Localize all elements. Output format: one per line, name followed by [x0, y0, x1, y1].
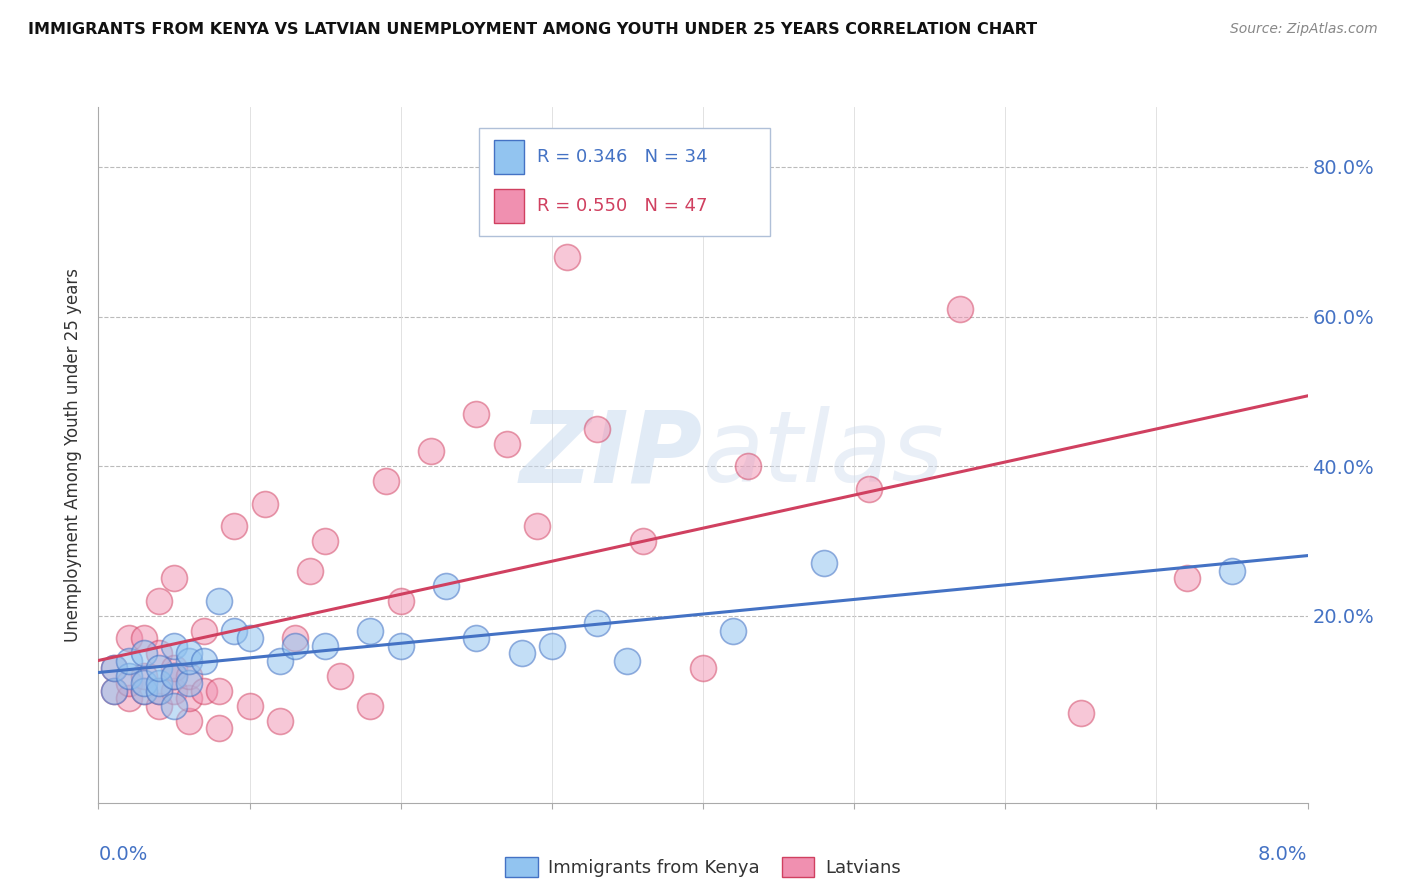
- Point: [132, 631, 155, 645]
- Point: [239, 698, 262, 713]
- Point: [541, 639, 564, 653]
- Point: [224, 519, 246, 533]
- Point: [314, 639, 336, 653]
- Point: [118, 676, 141, 690]
- Point: [631, 533, 654, 548]
- Point: [132, 646, 155, 660]
- Point: [949, 301, 972, 316]
- Text: R = 0.550   N = 47: R = 0.550 N = 47: [537, 197, 707, 215]
- Point: [118, 691, 141, 706]
- Text: atlas: atlas: [703, 407, 945, 503]
- Point: [179, 668, 201, 682]
- Point: [299, 564, 322, 578]
- Point: [360, 624, 382, 638]
- Point: [284, 639, 307, 653]
- Point: [163, 639, 186, 653]
- Point: [555, 250, 578, 264]
- Point: [420, 444, 443, 458]
- Point: [163, 571, 186, 585]
- Point: [132, 668, 155, 682]
- Point: [132, 676, 155, 690]
- Point: [179, 676, 201, 690]
- Point: [1175, 571, 1198, 585]
- Point: [465, 407, 488, 421]
- Legend: Immigrants from Kenya, Latvians: Immigrants from Kenya, Latvians: [498, 850, 908, 884]
- Point: [103, 683, 125, 698]
- Point: [526, 519, 548, 533]
- Text: ZIP: ZIP: [520, 407, 703, 503]
- FancyBboxPatch shape: [479, 128, 769, 235]
- Point: [179, 654, 201, 668]
- Point: [193, 624, 215, 638]
- Point: [692, 661, 714, 675]
- Point: [163, 661, 186, 675]
- Point: [586, 422, 609, 436]
- Point: [103, 683, 125, 698]
- Point: [103, 661, 125, 675]
- Point: [465, 631, 488, 645]
- Text: IMMIGRANTS FROM KENYA VS LATVIAN UNEMPLOYMENT AMONG YOUTH UNDER 25 YEARS CORRELA: IMMIGRANTS FROM KENYA VS LATVIAN UNEMPLO…: [28, 22, 1038, 37]
- Point: [616, 654, 638, 668]
- Point: [118, 654, 141, 668]
- Point: [269, 714, 291, 728]
- Point: [1070, 706, 1092, 720]
- Text: Source: ZipAtlas.com: Source: ZipAtlas.com: [1230, 22, 1378, 37]
- Point: [495, 436, 517, 450]
- Point: [132, 683, 155, 698]
- Point: [858, 482, 880, 496]
- Point: [148, 661, 170, 675]
- Point: [208, 594, 231, 608]
- Point: [284, 631, 307, 645]
- Point: [737, 459, 759, 474]
- Point: [374, 474, 396, 488]
- Point: [103, 661, 125, 675]
- Point: [269, 654, 291, 668]
- Point: [148, 676, 170, 690]
- Point: [163, 668, 186, 682]
- Point: [193, 654, 215, 668]
- Bar: [494, 140, 524, 174]
- Point: [314, 533, 336, 548]
- Point: [148, 683, 170, 698]
- Point: [360, 698, 382, 713]
- Point: [434, 579, 457, 593]
- Point: [118, 668, 141, 682]
- Point: [148, 646, 170, 660]
- Text: R = 0.346   N = 34: R = 0.346 N = 34: [537, 148, 709, 166]
- Point: [148, 594, 170, 608]
- Point: [163, 668, 186, 682]
- Point: [208, 683, 231, 698]
- Point: [163, 683, 186, 698]
- Point: [1220, 564, 1243, 578]
- Point: [179, 646, 201, 660]
- Text: 8.0%: 8.0%: [1258, 845, 1308, 863]
- Point: [208, 721, 231, 735]
- Point: [813, 557, 835, 571]
- Point: [389, 594, 412, 608]
- Point: [510, 646, 533, 660]
- Point: [179, 691, 201, 706]
- Y-axis label: Unemployment Among Youth under 25 years: Unemployment Among Youth under 25 years: [65, 268, 83, 642]
- Point: [118, 631, 141, 645]
- Point: [723, 624, 745, 638]
- Point: [148, 698, 170, 713]
- Point: [179, 714, 201, 728]
- Point: [239, 631, 262, 645]
- Text: 0.0%: 0.0%: [98, 845, 148, 863]
- Point: [132, 683, 155, 698]
- Point: [329, 668, 352, 682]
- Point: [586, 616, 609, 631]
- Point: [163, 698, 186, 713]
- Point: [148, 683, 170, 698]
- Point: [389, 639, 412, 653]
- Bar: [494, 189, 524, 222]
- Point: [193, 683, 215, 698]
- Point: [253, 497, 276, 511]
- Point: [224, 624, 246, 638]
